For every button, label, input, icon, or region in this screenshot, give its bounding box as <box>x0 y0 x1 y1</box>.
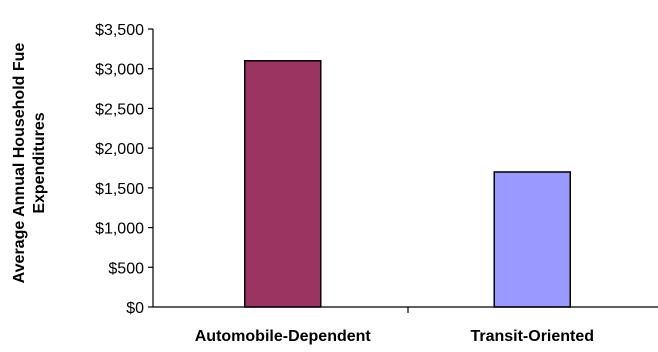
y-axis-title-line-2: Expenditures <box>31 112 48 213</box>
x-axis-labels: Automobile-Dependent Transit-Oriented <box>195 328 594 345</box>
bar-transit-oriented <box>493 171 571 308</box>
y-tick-label: $3,000 <box>95 62 144 79</box>
y-tick-label: $1,500 <box>95 181 144 198</box>
x-category-label: Transit-Oriented <box>470 328 594 345</box>
y-axis-ticks: $0 $500 $1,000 $1,500 $2,000 $2,500 $3,000 $3,5… <box>95 22 153 317</box>
y-tick-label: $2,500 <box>95 101 144 118</box>
y-tick-label: $3,500 <box>95 22 144 39</box>
x-category-label: Automobile-Dependent <box>195 328 372 345</box>
y-axis-title-line-1: Average Annual Household Fue <box>11 43 28 284</box>
y-tick-label: $2,000 <box>95 141 144 158</box>
bars <box>244 60 571 308</box>
y-tick-label: $0 <box>126 300 144 317</box>
bar-automobile-dependent <box>244 60 322 308</box>
y-axis-title: Average Annual Household Fue Expenditure… <box>11 43 48 284</box>
y-tick-label: $1,000 <box>95 221 144 238</box>
y-tick-label: $500 <box>108 260 144 277</box>
